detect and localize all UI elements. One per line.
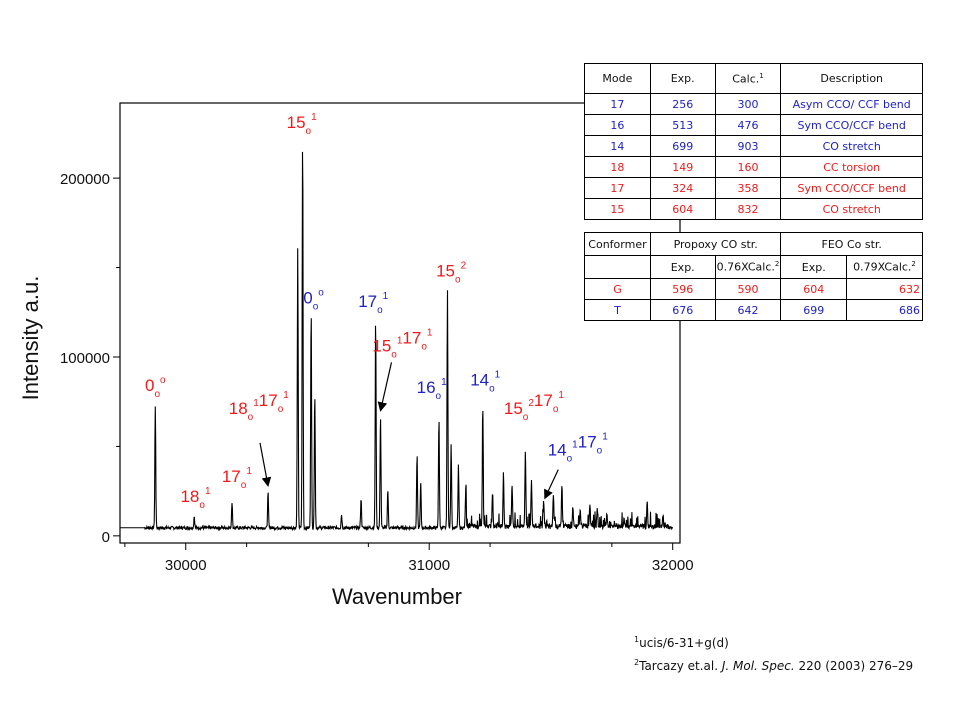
exp-cell: 513 xyxy=(649,114,716,136)
feo-calc-cell: 632 xyxy=(846,278,923,300)
propoxy-exp-cell: 676 xyxy=(649,299,716,321)
mode-cell: 15 xyxy=(584,198,651,220)
feo-calc-cell: 686 xyxy=(846,299,923,321)
mode-cell: 17 xyxy=(584,177,651,199)
conformer-cell: T xyxy=(584,299,651,321)
peak-label: 17o1 xyxy=(358,291,388,316)
propoxy-exp-cell: 596 xyxy=(649,278,716,300)
spectrum-line xyxy=(144,151,674,532)
peak-label: 15o117o1 xyxy=(372,328,433,361)
header-propoxy: Propoxy CO str. xyxy=(649,232,782,256)
annotation-arrow xyxy=(544,469,559,500)
x-tick-label: 30000 xyxy=(165,557,207,574)
mode-row: 14 699 903 CO stretch xyxy=(584,135,923,157)
mode-cell: 18 xyxy=(584,156,651,178)
x-tick-label: 32000 xyxy=(652,557,694,574)
subheader-calc-1: 0.76XCalc.2 xyxy=(714,255,782,279)
mode-cell: 16 xyxy=(584,114,651,136)
conformer-row: T 676 642 699 686 xyxy=(584,299,923,321)
y-axis-label: Intensity a.u. xyxy=(18,276,43,401)
calc-cell: 300 xyxy=(714,93,782,115)
mode-row: 17 324 358 Sym CCO/CCF bend xyxy=(584,177,923,199)
mode-row: 16 513 476 Sym CCO/CCF bend xyxy=(584,114,923,136)
exp-cell: 324 xyxy=(649,177,716,199)
peak-label: 17o1 xyxy=(222,466,252,491)
peak-label: 15o217o1 xyxy=(504,390,565,423)
header-feo: FEO Co str. xyxy=(780,232,923,256)
calc-cell: 476 xyxy=(714,114,782,136)
mode-row: 18 149 160 CC torsion xyxy=(584,156,923,178)
subheader-exp-1: Exp. xyxy=(649,255,716,279)
calc-cell: 160 xyxy=(714,156,782,178)
y-tick-label: 200000 xyxy=(60,171,110,188)
annotation-arrow xyxy=(377,362,393,412)
exp-cell: 256 xyxy=(649,93,716,115)
mode-cell: 14 xyxy=(584,135,651,157)
exp-cell: 149 xyxy=(649,156,716,178)
description-cell: CO stretch xyxy=(780,135,923,157)
header-calc: Calc.1 xyxy=(714,63,782,94)
footnote-1: 1ucis/6-31+g(d) xyxy=(634,635,729,650)
mode-table: Mode Exp. Calc.1 Description 17 256 300 Asy… xyxy=(584,63,923,220)
propoxy-calc-cell: 590 xyxy=(714,278,782,300)
peak-label: 18o1 xyxy=(180,486,210,511)
conformer-cell: G xyxy=(584,278,651,300)
feo-exp-cell: 604 xyxy=(780,278,848,300)
peak-label: 0oo xyxy=(145,375,166,400)
calc-cell: 832 xyxy=(714,198,782,220)
peak-label: 15o1 xyxy=(287,112,317,137)
description-cell: Asym CCO/ CCF bend xyxy=(780,93,923,115)
x-axis-label: Wavenumber xyxy=(332,584,462,609)
axes: 30000 31000 32000 0 100000 200000 xyxy=(60,102,694,574)
peak-label: 15o2 xyxy=(436,260,466,285)
annotation-arrow xyxy=(259,442,272,487)
x-tick-label: 31000 xyxy=(408,557,450,574)
peak-label: 0oo xyxy=(303,287,324,312)
description-cell: CO stretch xyxy=(780,198,923,220)
subheader-calc-2: 0.79XCalc.2 xyxy=(846,255,923,279)
conformer-row: G 596 590 604 632 xyxy=(584,278,923,300)
description-cell: Sym CCO/CCF bend xyxy=(780,114,923,136)
peak-label: 18o117o1 xyxy=(229,390,290,423)
mode-row: 17 256 300 Asym CCO/ CCF bend xyxy=(584,93,923,115)
header-description: Description xyxy=(780,63,923,94)
exp-cell: 604 xyxy=(649,198,716,220)
propoxy-calc-cell: 642 xyxy=(714,299,782,321)
footnote-2: 2Tarcazy et.al. J. Mol. Spec. 220 (2003)… xyxy=(634,658,914,673)
y-tick-label: 100000 xyxy=(60,350,110,367)
spectrum-series xyxy=(120,151,674,532)
header-mode: Mode xyxy=(584,63,651,94)
mode-row: 15 604 832 CO stretch xyxy=(584,198,923,220)
peak-label: 16o1 xyxy=(417,377,447,402)
exp-cell: 699 xyxy=(649,135,716,157)
description-cell: CC torsion xyxy=(780,156,923,178)
calc-cell: 358 xyxy=(714,177,782,199)
conformer-table: Conformer Propoxy CO str. FEO Co str. Ex… xyxy=(584,232,923,321)
header-empty xyxy=(584,255,651,279)
description-cell: Sym CCO/CCF bend xyxy=(780,177,923,199)
subheader-exp-2: Exp. xyxy=(780,255,848,279)
peak-label: 14o1 xyxy=(470,370,500,395)
y-tick-label: 0 xyxy=(102,529,110,546)
footnotes: 1ucis/6-31+g(d) 2Tarcazy et.al. J. Mol. … xyxy=(634,630,913,676)
peak-label: 14o117o1 xyxy=(548,431,609,464)
header-conformer: Conformer xyxy=(584,232,651,256)
header-exp: Exp. xyxy=(649,63,716,94)
mode-cell: 17 xyxy=(584,93,651,115)
plot-frame xyxy=(119,102,681,544)
calc-cell: 903 xyxy=(714,135,782,157)
feo-exp-cell: 699 xyxy=(780,299,848,321)
